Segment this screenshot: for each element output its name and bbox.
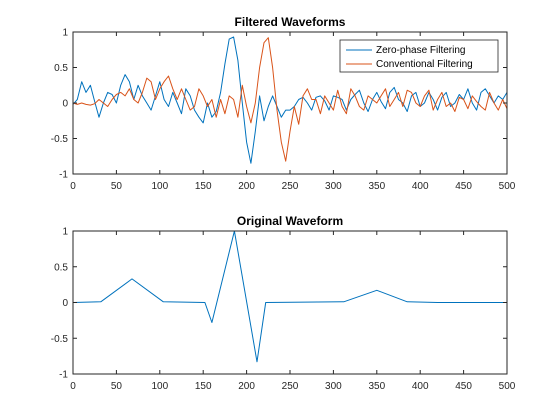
original-xtick-label: 0 bbox=[70, 381, 76, 392]
filtered-ytick-label: 0 bbox=[62, 99, 68, 110]
legend-box bbox=[339, 39, 499, 73]
original-ytick-label: 0 bbox=[62, 298, 68, 309]
filtered-xtick-label: 350 bbox=[368, 181, 385, 192]
original-series-line-1 bbox=[72, 230, 507, 363]
original-xtick-label: 300 bbox=[325, 381, 342, 392]
filtered-ytick-label: -0.5 bbox=[51, 134, 69, 145]
filtered-xtick-label: 250 bbox=[282, 181, 299, 192]
original-xtick-label: 150 bbox=[195, 381, 212, 392]
filtered-series-line-2 bbox=[72, 37, 508, 162]
original-xtick-label: 400 bbox=[412, 381, 429, 392]
filtered-xtick-group: 0 50 100 150 200 250 300 350 400 450 500 bbox=[70, 32, 516, 192]
filtered-xtick-label: 300 bbox=[325, 181, 342, 192]
original-xtick-label: 250 bbox=[282, 381, 299, 392]
legend-label-conventional: Conventional Filtering bbox=[376, 59, 473, 70]
original-series-group bbox=[72, 230, 507, 363]
filtered-xtick-label: 100 bbox=[151, 181, 168, 192]
original-chart-title: Original Waveform bbox=[237, 214, 343, 228]
original-ytick-label: -0.5 bbox=[51, 334, 69, 345]
filtered-xtick-label: 200 bbox=[238, 181, 255, 192]
original-ytick-label: 1 bbox=[62, 227, 68, 238]
original-xtick-label: 350 bbox=[368, 381, 385, 392]
filtered-xtick-label: 450 bbox=[455, 181, 472, 192]
filtered-waveforms-axes: Filtered Waveforms 0 50 100 150 200 250 300 350… bbox=[51, 15, 516, 192]
filtered-xtick-label: 0 bbox=[70, 181, 76, 192]
filtered-xtick-label: 50 bbox=[111, 181, 123, 192]
original-xtick-label: 50 bbox=[111, 381, 123, 392]
original-ytick-label: 0.5 bbox=[54, 262, 68, 273]
original-xtick-label: 200 bbox=[238, 381, 255, 392]
filtered-axes-box bbox=[72, 31, 508, 175]
original-waveform-axes: Original Waveform 0 50 100 150 200 250 300 350 4… bbox=[51, 214, 516, 392]
filtered-ytick-label: 0.5 bbox=[54, 63, 68, 74]
filtered-ytick-label: 1 bbox=[62, 28, 68, 39]
filtered-xtick-label: 500 bbox=[499, 181, 516, 192]
filtered-series-group bbox=[72, 36, 508, 164]
original-ytick-group: -1 -0.5 0 0.5 1 bbox=[51, 227, 507, 381]
filtered-xtick-label: 400 bbox=[412, 181, 429, 192]
original-ytick-label: -1 bbox=[59, 370, 68, 381]
filtered-chart-title: Filtered Waveforms bbox=[235, 15, 346, 29]
original-xtick-group: 0 50 100 150 200 250 300 350 400 450 500 bbox=[70, 231, 516, 392]
original-xtick-label: 500 bbox=[499, 381, 516, 392]
filtered-xtick-label: 150 bbox=[195, 181, 212, 192]
original-xtick-label: 100 bbox=[151, 381, 168, 392]
filtered-series-line-1 bbox=[72, 36, 508, 164]
original-axes-box bbox=[72, 230, 508, 375]
legend-label-zero-phase: Zero-phase Filtering bbox=[376, 45, 465, 56]
filtered-ytick-label: -1 bbox=[59, 170, 68, 181]
original-xtick-label: 450 bbox=[455, 381, 472, 392]
legend: Zero-phase Filtering Conventional Filter… bbox=[339, 39, 499, 73]
